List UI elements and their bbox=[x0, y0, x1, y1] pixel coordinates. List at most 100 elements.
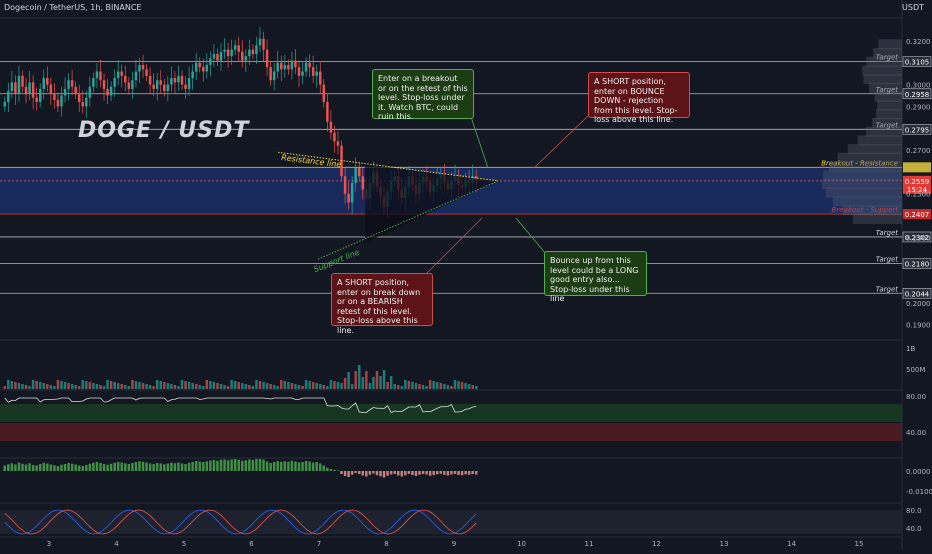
volume-bar-26 bbox=[95, 384, 99, 389]
candle-body-11 bbox=[42, 78, 46, 89]
x-tick-9: 12 bbox=[652, 540, 661, 548]
volume-bar-77 bbox=[276, 386, 279, 389]
y-tick-1: 0.3000 bbox=[906, 82, 931, 90]
candle-body-100 bbox=[358, 167, 361, 177]
x-tick-5: 8 bbox=[384, 540, 388, 548]
macd-hist-105 bbox=[375, 471, 379, 476]
volume-bar-97 bbox=[347, 372, 350, 389]
x-tick-12: 15 bbox=[855, 540, 864, 548]
volume-bar-68 bbox=[244, 384, 248, 389]
volume-bar-118 bbox=[421, 385, 425, 389]
macd-hist-40 bbox=[145, 462, 148, 471]
macd-hist-91 bbox=[326, 467, 329, 471]
candle-body-34 bbox=[124, 75, 127, 83]
volume-bar-115 bbox=[411, 382, 414, 389]
level-tag-text-6: 0.2180 bbox=[905, 261, 930, 269]
macd-hist-90 bbox=[322, 465, 326, 471]
triangle-pattern bbox=[365, 164, 498, 243]
stoch-tick-0: 80.0 bbox=[906, 507, 922, 515]
x-tick-10: 13 bbox=[720, 540, 729, 548]
macd-hist-55 bbox=[198, 461, 201, 471]
macd-hist-41 bbox=[148, 463, 152, 471]
candle-body-61 bbox=[219, 51, 223, 61]
volume-bar-7 bbox=[28, 386, 31, 389]
macd-hist-97 bbox=[347, 471, 350, 477]
macd-hist-32 bbox=[116, 462, 120, 471]
level-label-3: Breakout - Resistance bbox=[821, 159, 898, 167]
macd-hist-102 bbox=[365, 471, 368, 477]
candle-body-67 bbox=[241, 51, 244, 61]
macd-hist-115 bbox=[411, 471, 414, 475]
macd-hist-67 bbox=[241, 460, 244, 471]
volume-bar-89 bbox=[319, 384, 322, 389]
macd-hist-127 bbox=[453, 471, 457, 474]
volume-bar-18 bbox=[67, 383, 70, 389]
macd-hist-130 bbox=[464, 471, 467, 475]
rsi-overbought-zone bbox=[0, 404, 902, 422]
macd-hist-4 bbox=[17, 462, 21, 471]
macd-hist-50 bbox=[180, 463, 184, 471]
x-tick-1: 4 bbox=[114, 540, 119, 548]
macd-hist-110 bbox=[393, 471, 396, 474]
rsi-oversold-zone bbox=[0, 423, 902, 441]
chart-symbol-title[interactable]: Dogecoin / TetherUS, 1h, BINANCE bbox=[4, 3, 142, 12]
macd-hist-21 bbox=[77, 465, 81, 471]
volume-profile-bar-15 bbox=[823, 170, 902, 181]
volume-bar-86 bbox=[308, 381, 311, 389]
volume-bar-129 bbox=[460, 382, 464, 389]
volume-profile-bar-4 bbox=[863, 74, 902, 85]
level-tag-text-5: 0.2302 bbox=[905, 234, 930, 242]
macd-hist-103 bbox=[368, 471, 372, 475]
macd-hist-99 bbox=[354, 471, 357, 473]
candle-body-50 bbox=[180, 75, 184, 85]
volume-bar-64 bbox=[230, 380, 233, 389]
level-tag-6 bbox=[902, 258, 932, 269]
candle-body-40 bbox=[145, 69, 148, 76]
candle-body-41 bbox=[148, 75, 152, 85]
volume-bar-40 bbox=[145, 384, 148, 389]
pointer-green-bottom bbox=[515, 217, 547, 255]
macd-hist-66 bbox=[237, 459, 240, 471]
volume-bar-120 bbox=[428, 380, 432, 389]
macd-hist-17 bbox=[63, 464, 67, 471]
volume-bar-58 bbox=[209, 381, 212, 389]
volume-bar-48 bbox=[173, 385, 177, 389]
candle-body-74 bbox=[265, 49, 269, 68]
candle-body-12 bbox=[46, 78, 49, 85]
macd-hist-122 bbox=[435, 471, 439, 475]
macd-hist-59 bbox=[212, 460, 216, 471]
volume-bar-5 bbox=[21, 384, 24, 389]
macd-hist-77 bbox=[276, 461, 279, 471]
volume-bar-117 bbox=[418, 384, 421, 389]
macd-hist-69 bbox=[248, 459, 251, 471]
volume-tick-0: 1B bbox=[906, 345, 915, 353]
macd-hist-126 bbox=[450, 471, 453, 475]
volume-bar-29 bbox=[106, 380, 109, 389]
volume-bar-88 bbox=[315, 383, 318, 389]
volume-bar-37 bbox=[134, 381, 138, 389]
candle-body-84 bbox=[301, 71, 304, 76]
rsi-tick-1: 40.00 bbox=[906, 429, 926, 437]
level-label-4: Breakout - Support bbox=[832, 206, 899, 214]
candle-body-3 bbox=[14, 82, 17, 94]
volume-profile-bar-16 bbox=[822, 179, 902, 190]
level-tag-text-1: 0.2958 bbox=[905, 91, 930, 99]
macd-hist-104 bbox=[372, 471, 375, 474]
volume-bar-107 bbox=[382, 370, 386, 389]
volume-bar-91 bbox=[326, 386, 329, 389]
candle-body-64 bbox=[230, 49, 233, 57]
macd-hist-7 bbox=[28, 463, 31, 471]
candle-body-83 bbox=[297, 67, 301, 76]
macd-hist-98 bbox=[350, 471, 354, 475]
macd-hist-86 bbox=[308, 461, 311, 471]
volume-bar-116 bbox=[414, 383, 418, 389]
volume-bar-67 bbox=[241, 383, 244, 389]
callout-long-bounce: Bounce up from this level could be a LON… bbox=[544, 251, 647, 303]
level-tag-7 bbox=[902, 288, 932, 299]
volume-bar-35 bbox=[127, 386, 131, 389]
level-tag-text-4: 0.2407 bbox=[905, 211, 930, 219]
candle-body-20 bbox=[74, 86, 77, 94]
macd-hist-14 bbox=[53, 465, 56, 471]
